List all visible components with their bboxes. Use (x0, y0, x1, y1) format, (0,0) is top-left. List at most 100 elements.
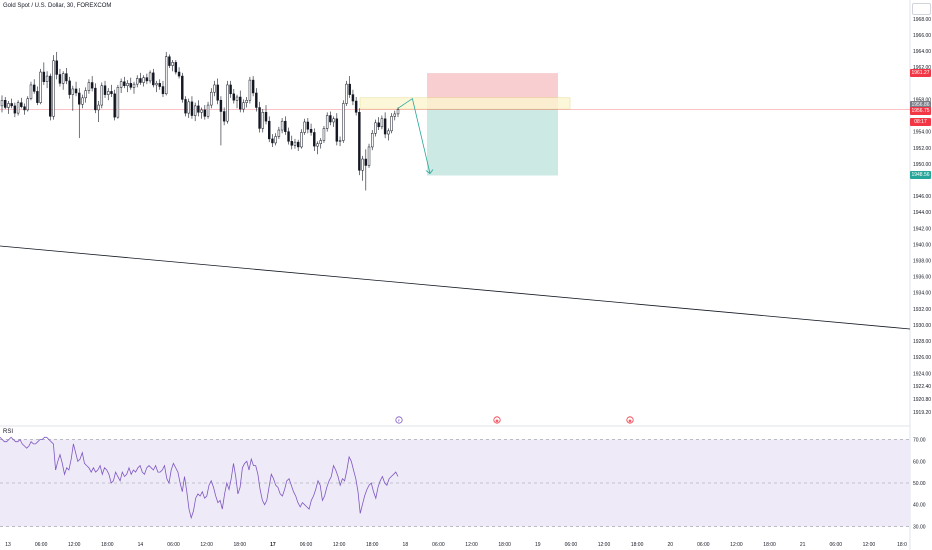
candle (226, 80, 229, 124)
candle-body (364, 158, 368, 166)
candle (0, 95, 4, 113)
time-tick-label: 13 (5, 542, 11, 548)
candle-body (4, 99, 7, 108)
settings-icon[interactable] (912, 3, 931, 15)
candle (329, 111, 332, 126)
candle-body (181, 75, 184, 100)
candle (87, 79, 91, 94)
candle (380, 115, 384, 130)
candle (61, 71, 65, 90)
projection-arrow (397, 97, 431, 174)
candle (152, 68, 155, 88)
candle (65, 68, 68, 85)
candle (348, 76, 351, 98)
candle-body (136, 78, 139, 85)
price-tick-label: 1919.20 (913, 410, 931, 416)
candle (90, 76, 94, 92)
entry-band (359, 97, 571, 110)
rsi-pane: 70.00 60.00 50.00 40.00 30.00 (0, 436, 926, 530)
time-tick-label: 18:00 (631, 542, 644, 548)
candle-body (39, 71, 42, 103)
symbol-title[interactable]: Gold Spot / U.S. Dollar, 30, FOREXCOM (3, 3, 112, 9)
candle (248, 76, 252, 104)
time-tick-label: 12:00 (465, 542, 478, 548)
event-icon-us-1-glyph: ◉ (495, 418, 499, 423)
candle (58, 68, 62, 87)
candle (354, 97, 358, 116)
candle (274, 133, 277, 146)
candle (219, 96, 223, 146)
event-icon-us-2-circle (626, 416, 634, 424)
candle (200, 107, 203, 119)
price-tick-label: 1954.00 (913, 130, 931, 136)
rsi-line (0, 436, 399, 520)
candle (383, 112, 387, 139)
candle-body (235, 96, 239, 101)
candle-body (123, 81, 126, 86)
candle (258, 101, 261, 133)
candle-body (90, 82, 94, 89)
price-tick-label: 1950.00 (913, 162, 931, 168)
target-zone (427, 108, 558, 176)
candle-body (300, 132, 303, 148)
candle-body (239, 96, 242, 110)
candle-body (174, 62, 178, 73)
candle-body (164, 56, 168, 95)
candle (216, 78, 219, 105)
candle (245, 97, 248, 108)
time-tick-label: 14 (138, 542, 144, 548)
candle (190, 96, 194, 119)
candle-body (84, 90, 87, 99)
candle-body (313, 132, 316, 147)
candle (396, 107, 400, 118)
event-markers: F ◉ ◉ (395, 416, 634, 424)
candle (374, 119, 377, 137)
price-tick-label: 1966.00 (913, 33, 931, 39)
candle (338, 136, 342, 147)
event-icon-f-glyph: F (398, 418, 401, 423)
candle (342, 100, 345, 143)
candle-body (248, 79, 252, 101)
price-tick-label: 1936.00 (913, 275, 931, 281)
candle-body (348, 83, 351, 95)
candle-body (345, 83, 348, 104)
candle-body (107, 91, 110, 95)
candle-body (393, 113, 396, 117)
candle-body (190, 101, 194, 116)
candle (168, 54, 171, 69)
candle-body (142, 77, 145, 83)
candle-body (377, 122, 380, 128)
position-tool (0, 73, 910, 176)
candle-body (258, 107, 261, 129)
candle (290, 135, 293, 150)
candle (184, 96, 187, 117)
candle-body (303, 121, 306, 133)
candle (300, 129, 303, 149)
candle (239, 90, 242, 113)
candle-body (36, 91, 39, 103)
time-tick-label: 20 (667, 542, 673, 548)
candle (4, 97, 7, 110)
candle-body (139, 78, 142, 83)
rsi-label[interactable]: RSI (3, 429, 14, 435)
candle-body (274, 136, 277, 144)
candle (319, 138, 322, 149)
time-tick-label: 06:00 (697, 542, 710, 548)
price-tick-label: 1944.00 (913, 210, 931, 216)
time-tick-label: 12:00 (598, 542, 611, 548)
candle (142, 75, 145, 87)
candle-body (277, 129, 281, 137)
candle-body (145, 77, 149, 82)
candle-body (380, 118, 384, 128)
candle-body (10, 103, 13, 107)
candle-body (110, 91, 113, 95)
candle (139, 72, 142, 85)
time-tick-label: 06:00 (167, 542, 180, 548)
candle (255, 88, 258, 112)
time-tick-label: 18:0 (897, 542, 907, 548)
candle-body (325, 115, 329, 129)
candle-body (242, 102, 245, 110)
candle (136, 75, 139, 88)
